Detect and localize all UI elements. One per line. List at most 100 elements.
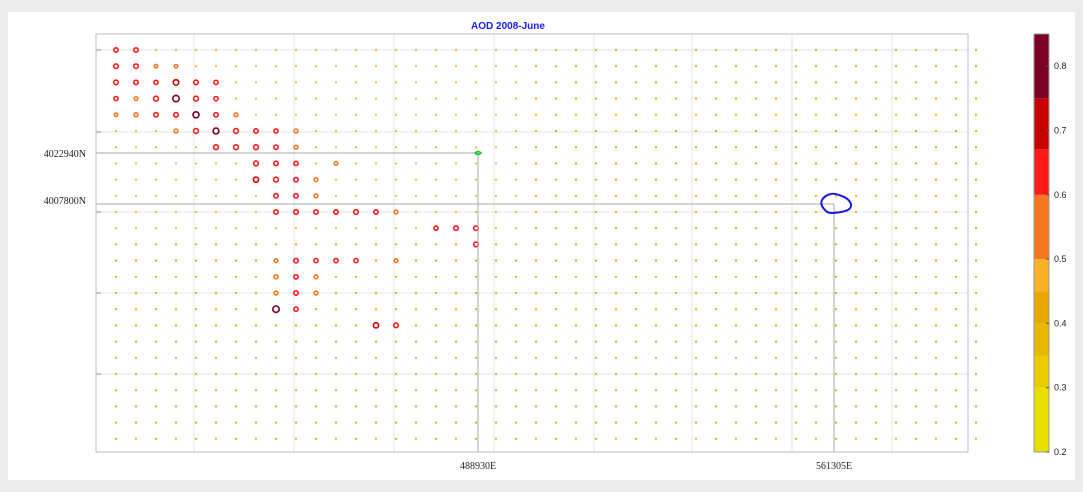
aod-point [134,308,138,311]
aod-point [334,97,338,100]
aod-point [954,129,958,133]
aod-point [354,308,358,311]
aod-point [614,194,618,197]
colorbar-segment [1034,98,1049,150]
aod-point [234,178,238,181]
aod-point [213,111,220,118]
aod-point [914,162,918,165]
aod-point [214,227,218,230]
aod-point [372,321,380,329]
aod-point [554,259,558,262]
aod-point [634,227,638,230]
aod-point [774,97,778,100]
aod-point [134,324,138,327]
aod-point [814,372,818,376]
aod-point [714,81,718,84]
aod-point [554,48,558,52]
aod-point [954,194,958,197]
aod-point [274,389,278,392]
aod-point [714,389,718,392]
aod-point [434,194,438,197]
aod-point [854,113,858,116]
aod-point [272,144,279,151]
aod-point [234,437,238,440]
aod-point [634,372,638,376]
aod-point [234,162,238,165]
aod-point [694,162,698,165]
aod-point [674,405,678,408]
aod-point [414,65,418,68]
aod-point [174,210,178,214]
aod-point [874,405,878,408]
aod-point [954,308,958,311]
aod-point [194,259,198,262]
aod-point [274,437,278,440]
aod-point [434,340,438,343]
chart-title: AOD 2008-June [471,21,545,32]
aod-point [654,178,658,181]
aod-point [494,275,498,278]
aod-point [834,291,838,295]
aod-point [252,160,260,167]
aod-point [374,227,378,230]
aod-point [394,178,398,181]
aod-point [974,178,978,181]
aod-point [294,372,298,376]
aod-point [274,97,278,100]
aod-point [334,324,338,327]
aod-point [614,421,618,424]
aod-point [194,178,198,181]
aod-point [434,324,438,327]
aod-point [894,372,898,376]
aod-point [974,129,978,133]
y-tick-label-2: 4007800N [44,196,86,207]
aod-point [674,308,678,311]
aod-point [794,178,798,181]
aod-point [194,146,198,149]
aod-point [114,210,118,214]
aod-point [194,340,198,343]
aod-point [374,259,378,262]
aod-point [874,389,878,392]
aod-point [454,243,458,246]
aod-point [194,291,198,295]
aod-point [954,389,958,392]
aod-point [414,437,418,440]
aod-point [194,48,198,52]
aod-point [774,146,778,149]
aod-point [194,405,198,408]
colorbar-segment [1034,291,1049,324]
aod-point [333,160,339,167]
aod-point [534,129,538,133]
aod-point [894,324,898,327]
colorbar-segment [1034,34,1049,99]
aod-point [354,243,358,246]
aod-point [614,146,618,149]
aod-point [434,372,438,376]
aod-point [754,324,758,327]
aod-point [354,340,358,343]
aod-point [294,356,298,359]
aod-point [274,405,278,408]
x-tick-label-2: 561305E [816,461,852,472]
aod-point [354,162,358,165]
aod-point [934,356,938,359]
aod-point [854,162,858,165]
aod-point [954,324,958,327]
aod-point [674,275,678,278]
aod-point [674,48,678,52]
aod-point [234,227,238,230]
aod-point [294,81,298,84]
aod-point [934,324,938,327]
aod-point [534,81,538,84]
aod-point [834,97,838,100]
aod-point [374,65,378,68]
aod-point [574,324,578,327]
aod-point [714,178,718,181]
aod-point [914,48,918,52]
aod-point [914,259,918,262]
aod-point [814,308,818,311]
aod-point [274,324,278,327]
aod-point [954,275,958,278]
aod-point [694,243,698,246]
